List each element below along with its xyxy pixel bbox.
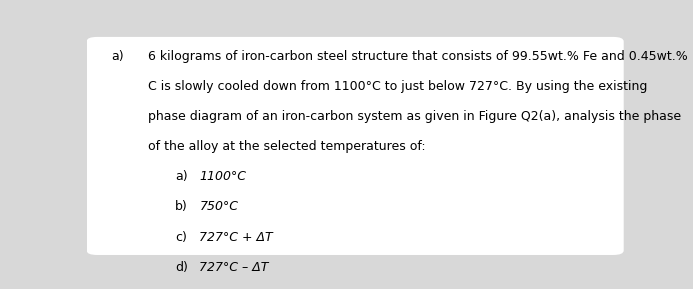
- Text: 6 kilograms of iron-carbon steel structure that consists of 99.55wt.% Fe and 0.4: 6 kilograms of iron-carbon steel structu…: [148, 50, 688, 63]
- Text: c): c): [175, 231, 187, 244]
- Text: a): a): [175, 171, 188, 184]
- Text: a): a): [111, 50, 123, 63]
- Text: phase diagram of an iron-carbon system as given in Figure Q2(a), analysis the ph: phase diagram of an iron-carbon system a…: [148, 110, 681, 123]
- FancyBboxPatch shape: [87, 37, 624, 255]
- Text: 750°C: 750°C: [200, 201, 238, 214]
- Text: of the alloy at the selected temperatures of:: of the alloy at the selected temperature…: [148, 140, 426, 153]
- Text: d): d): [175, 261, 188, 274]
- Text: C is slowly cooled down from 1100°C to just below 727°C. By using the existing: C is slowly cooled down from 1100°C to j…: [148, 80, 648, 93]
- Text: b): b): [175, 201, 188, 214]
- Text: 727°C + ΔT: 727°C + ΔT: [200, 231, 273, 244]
- Text: 727°C – ΔT: 727°C – ΔT: [200, 261, 269, 274]
- Text: 1100°C: 1100°C: [200, 171, 247, 184]
